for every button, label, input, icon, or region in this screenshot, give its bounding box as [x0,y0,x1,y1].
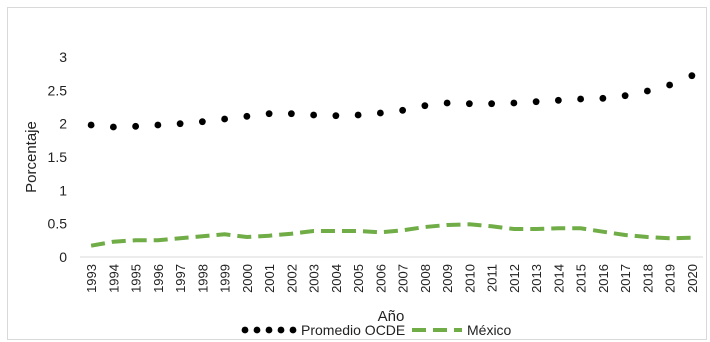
x-tick-label: 2002 [284,264,299,293]
data-point [688,72,696,80]
data-point [421,102,429,110]
y-tick-label: 1 [59,182,67,198]
x-tick-label: 2008 [418,264,433,293]
data-point [399,106,407,114]
x-tick-label: 2017 [618,264,633,293]
x-tick-label: 2001 [262,264,277,293]
x-tick-label: 1995 [129,264,144,293]
data-point [354,111,362,119]
data-point [376,109,384,117]
series-promedio-ocde [87,72,696,131]
x-tick-label: 2012 [507,264,522,293]
legend-marker [265,326,273,334]
y-axis-label: Porcentaje [23,121,40,193]
x-tick-label: 2019 [663,264,678,293]
legend-label: México [467,322,512,338]
data-point [243,112,251,120]
legend-marker [289,326,297,334]
x-tick-label: 2006 [373,264,388,293]
data-point [109,123,117,131]
x-tick-label: 2010 [462,264,477,293]
data-point [332,112,340,120]
x-tick-label: 1993 [84,264,99,293]
data-point [221,115,229,123]
data-point [510,99,518,107]
data-point [132,122,140,130]
legend-label: Promedio OCDE [301,322,405,338]
x-tick-label: 2016 [596,264,611,293]
x-tick-label: 1996 [151,264,166,293]
series-line [90,222,692,248]
data-point [465,100,473,108]
data-point [621,92,629,100]
y-axis-ticks: 0 0.5 1 1.5 2 2.5 3 [48,49,68,265]
data-point [443,99,451,107]
x-tick-label: 2020 [685,264,700,293]
data-point [532,98,540,106]
y-tick-label: 1.5 [48,149,68,165]
data-point [198,118,206,126]
data-point [643,87,651,95]
legend-marker [241,326,249,334]
y-tick-label: 0.5 [48,216,68,232]
data-point [599,94,607,102]
series-mexico [90,222,692,248]
data-point [287,110,295,118]
data-point [577,95,585,103]
data-point [87,121,95,129]
data-point [265,110,273,118]
data-point [176,120,184,128]
x-tick-label: 2014 [551,264,566,293]
x-tick-label: 2005 [351,264,366,293]
x-axis-ticks: 1993 1994 1995 1996 1997 1998 1999 2000 2001 2002… [84,264,700,293]
y-tick-label: 0 [59,249,67,265]
data-point [310,111,318,119]
y-tick-label: 2.5 [48,82,68,98]
x-tick-label: 2004 [329,264,344,293]
x-tick-label: 1994 [106,264,121,293]
x-tick-label: 2007 [396,264,411,293]
legend-item-promedio-ocde: Promedio OCDE [241,322,405,338]
x-tick-label: 2013 [529,264,544,293]
x-tick-label: 2003 [307,264,322,293]
data-point [154,121,162,129]
legend-marker [277,326,285,334]
x-tick-label: 1998 [195,264,210,293]
chart-border [7,7,707,340]
legend-item-mexico: México [412,322,512,338]
x-tick-label: 2000 [240,264,255,293]
x-axis-label: Año [378,308,405,325]
data-point [666,81,674,89]
legend-marker [253,326,261,334]
x-tick-label: 2018 [640,264,655,293]
series-layer [87,72,696,248]
legend: Promedio OCDE México [241,322,512,338]
x-tick-label: 2009 [440,264,455,293]
x-tick-label: 1997 [173,264,188,293]
x-tick-label: 2011 [485,264,500,292]
x-tick-label: 1999 [218,264,233,293]
data-point [554,96,562,104]
y-tick-label: 2 [59,116,67,132]
data-point [488,100,496,108]
x-tick-label: 2015 [574,264,589,293]
y-tick-label: 3 [59,49,67,65]
